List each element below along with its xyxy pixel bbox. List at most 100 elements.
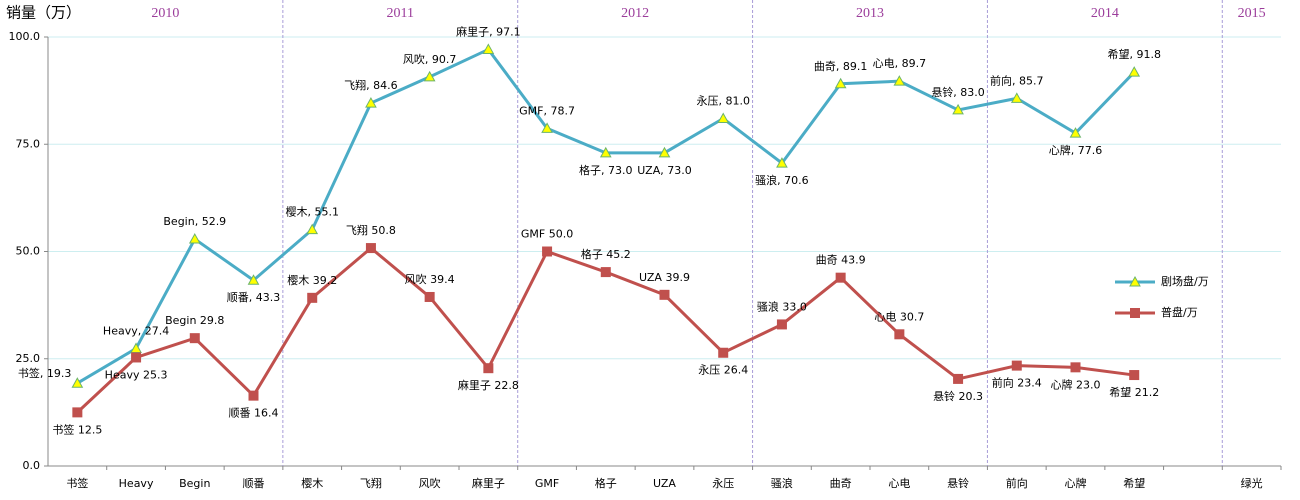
point (482, 43, 495, 54)
data-label: Begin, 52.9 (163, 215, 226, 228)
point (365, 243, 376, 254)
x-tick-label: 心电 (888, 477, 910, 490)
data-label: UZA 39.9 (639, 271, 690, 284)
x-tick-label: 希望 (1123, 476, 1145, 490)
point (542, 246, 553, 257)
data-label: 骚浪 33.0 (757, 299, 807, 313)
point (71, 377, 84, 388)
point (247, 274, 260, 285)
point (1010, 92, 1023, 103)
x-tick-label: 樱木 (301, 477, 323, 490)
data-label: 心电, 89.7 (873, 57, 927, 70)
data-label: 顺番, 43.3 (227, 291, 281, 304)
point (306, 223, 319, 235)
x-tick-label: 心牌 (1065, 476, 1087, 490)
point (424, 291, 435, 302)
y-tick-label: 50.0 (16, 245, 41, 258)
year-label: 2010 (151, 6, 179, 21)
x-tick-label: Begin (179, 477, 210, 490)
point (307, 292, 318, 303)
x-tick-label: 麻里子 (472, 476, 505, 490)
point (248, 390, 259, 401)
x-tick-label: 顺番 (243, 477, 265, 490)
point (1128, 66, 1141, 77)
point (1070, 362, 1081, 373)
point (658, 146, 671, 158)
data-label: 悬铃 20.3 (933, 389, 983, 403)
year-label: 2012 (621, 6, 649, 21)
point (894, 329, 905, 340)
y-tick-label: 0.0 (23, 459, 41, 472)
x-tick-label: 飞翔 (360, 476, 382, 490)
data-label: 悬铃, 83.0 (931, 85, 985, 99)
year-label: 2015 (1238, 6, 1266, 21)
point (718, 347, 729, 358)
data-label: Heavy 25.3 (105, 368, 168, 381)
y-tick-label: 25.0 (16, 352, 41, 365)
x-tick-label: 风吹 (419, 477, 441, 490)
data-label: GMF 50.0 (521, 228, 573, 241)
point (541, 122, 553, 133)
data-label: 心牌, 77.6 (1049, 143, 1103, 157)
data-label: 麻里子 22.8 (458, 378, 519, 392)
legend-label: 普盘/万 (1161, 305, 1198, 319)
data-label: 书签 12.5 (52, 422, 102, 436)
x-tick-label: 书签 (66, 476, 88, 490)
data-label: 曲奇 43.9 (816, 254, 866, 267)
point (599, 146, 612, 158)
data-label: 风吹 39.4 (405, 273, 455, 286)
data-label: 风吹, 90.7 (403, 53, 457, 66)
x-tick-label: 悬铃 (947, 476, 969, 490)
x-tick-label: Heavy (119, 477, 154, 490)
point (600, 267, 611, 278)
point (1129, 370, 1140, 381)
data-label: 格子, 73.0 (579, 163, 633, 177)
point (189, 333, 200, 344)
x-tick-label: 格子 (595, 476, 617, 490)
data-label: Heavy, 27.4 (103, 324, 169, 337)
legend-marker (1129, 275, 1141, 287)
x-tick-label: 曲奇 (830, 477, 852, 490)
point (130, 342, 142, 353)
point (893, 75, 906, 86)
x-tick-label: GMF (535, 477, 559, 490)
point (953, 373, 964, 384)
point (131, 352, 142, 363)
data-label: 格子 45.2 (581, 247, 631, 261)
series-line (76, 47, 1136, 385)
data-label: 骚浪, 70.6 (755, 173, 809, 187)
data-label: 樱木, 55.1 (285, 206, 339, 219)
point (483, 363, 494, 374)
data-label: 永压 26.4 (698, 363, 748, 377)
data-label: 心牌 23.0 (1051, 377, 1101, 391)
point (188, 233, 201, 244)
x-tick-label: 前向 (1006, 476, 1028, 490)
data-label: UZA, 73.0 (637, 164, 691, 177)
point (835, 272, 846, 283)
data-label: Begin 29.8 (165, 314, 224, 327)
x-tick-label: UZA (653, 477, 676, 490)
point (1069, 127, 1082, 138)
x-tick-label: 永压 (712, 476, 734, 490)
point (834, 77, 847, 89)
data-label: 顺番 16.4 (229, 407, 279, 420)
point (776, 157, 788, 168)
data-label: 曲奇, 89.1 (814, 60, 868, 73)
data-label: 希望 21.2 (1109, 385, 1159, 399)
data-label: 书签, 19.3 (18, 366, 72, 380)
point (423, 70, 436, 82)
point (659, 289, 670, 300)
data-label: 永压, 81.0 (696, 94, 750, 108)
legend-label: 剧场盘/万 (1161, 274, 1209, 288)
year-label: 2013 (856, 6, 884, 21)
data-label: 飞翔, 84.6 (344, 78, 398, 92)
x-tick-label: 绿光 (1241, 476, 1263, 490)
year-label: 2011 (387, 6, 414, 21)
y-axis-title: 销量（万） (6, 4, 81, 22)
data-label: 前向 23.4 (992, 376, 1042, 390)
data-label: 前向, 85.7 (990, 73, 1044, 87)
point (1011, 360, 1022, 371)
point (365, 97, 377, 108)
data-label: 飞翔 50.8 (346, 223, 396, 237)
